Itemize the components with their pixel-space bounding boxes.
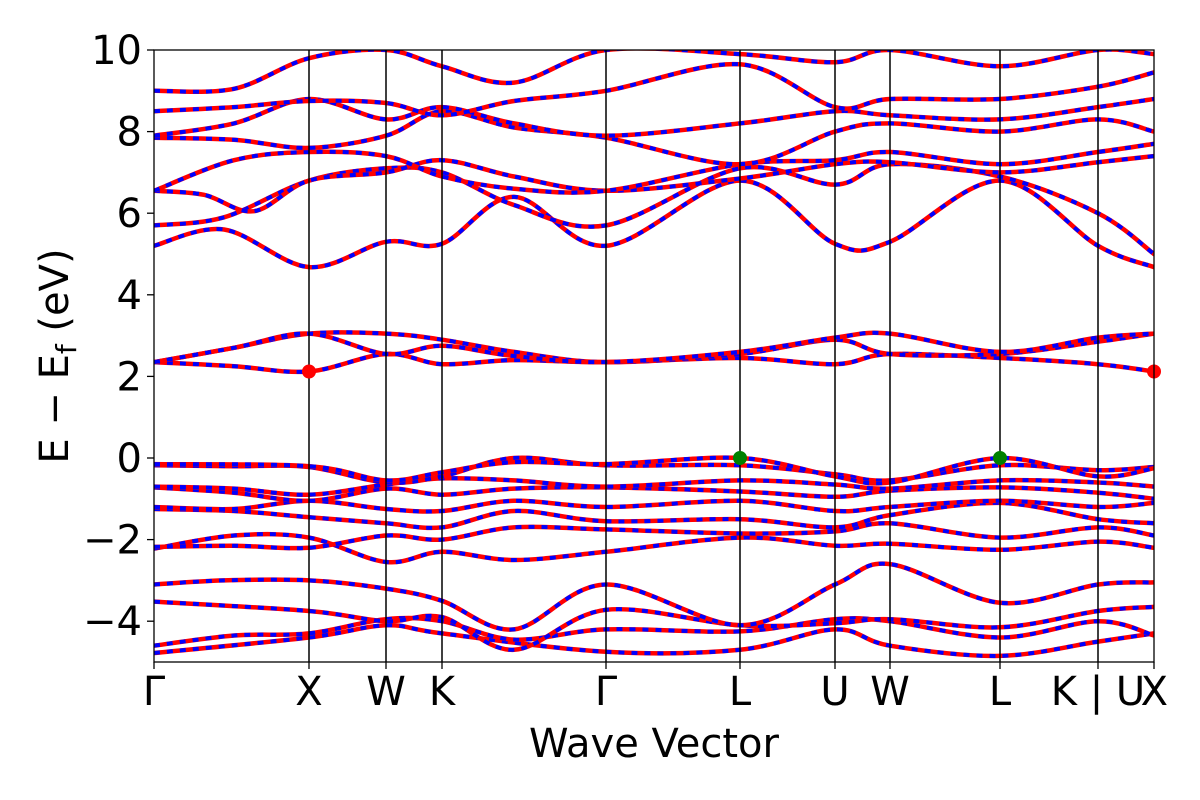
high-symmetry-lines — [308, 50, 1099, 662]
x-tick-label-0: Γ — [143, 669, 166, 715]
cbm-marker-0 — [302, 364, 316, 379]
y-tick-label-5: 0 — [117, 436, 142, 482]
y-tick-label-3: 4 — [117, 273, 142, 319]
band-22-spin-down — [154, 50, 1154, 94]
x-tick-label-7: W — [870, 669, 910, 715]
band-11-spin-down — [154, 455, 1154, 486]
x-tick-label-10: X — [1141, 669, 1168, 715]
x-tick-label-1: X — [295, 669, 322, 715]
band-19-spin-down — [154, 109, 1154, 167]
bands-layer — [154, 50, 1154, 659]
y-axis-label-main: E − E — [32, 354, 78, 464]
y-tick-label-4: 2 — [117, 354, 142, 400]
band-21-spin-up — [154, 61, 1154, 118]
y-axis-label-subscript: f — [50, 343, 83, 354]
y-axis-label: E − Ef (eV) — [32, 248, 83, 463]
y-axis-label-unit: (eV) — [32, 248, 78, 344]
vbm-marker-2 — [733, 451, 747, 465]
band-2-spin-up — [154, 599, 1154, 653]
x-axis-label: Wave Vector — [529, 721, 780, 767]
band-1-spin-up — [154, 615, 1154, 648]
band-edge-markers — [302, 364, 1161, 465]
x-tick-label-9: K | U — [1051, 669, 1145, 715]
x-tick-label-8: L — [989, 669, 1012, 715]
band-3-spin-down — [154, 561, 1154, 632]
x-tick-label-5: L — [729, 669, 752, 715]
y-tick-label-7: −4 — [83, 599, 142, 645]
x-tick-label-4: Γ — [595, 669, 618, 715]
band-15-spin-down — [154, 178, 1154, 270]
y-tick-label-6: −2 — [83, 518, 142, 564]
x-tick-label-2: W — [366, 669, 406, 715]
y-tick-label-2: 6 — [117, 191, 142, 237]
y-tick-label-0: 10 — [91, 28, 142, 74]
x-tick-label-6: U — [820, 669, 849, 715]
y-tick-label-1: 8 — [117, 110, 142, 156]
plot-frame — [153, 49, 1155, 663]
y-axis-ticks: 10 8 6 4 2 0 −2 −4 — [83, 28, 154, 645]
band-2-spin-down — [154, 599, 1154, 652]
band-0-spin-down — [154, 623, 1154, 658]
x-tick-label-3: K — [429, 669, 457, 715]
vbm-marker-3 — [993, 451, 1007, 465]
band-21-spin-down — [154, 62, 1154, 118]
band-22-spin-up — [154, 50, 1154, 95]
